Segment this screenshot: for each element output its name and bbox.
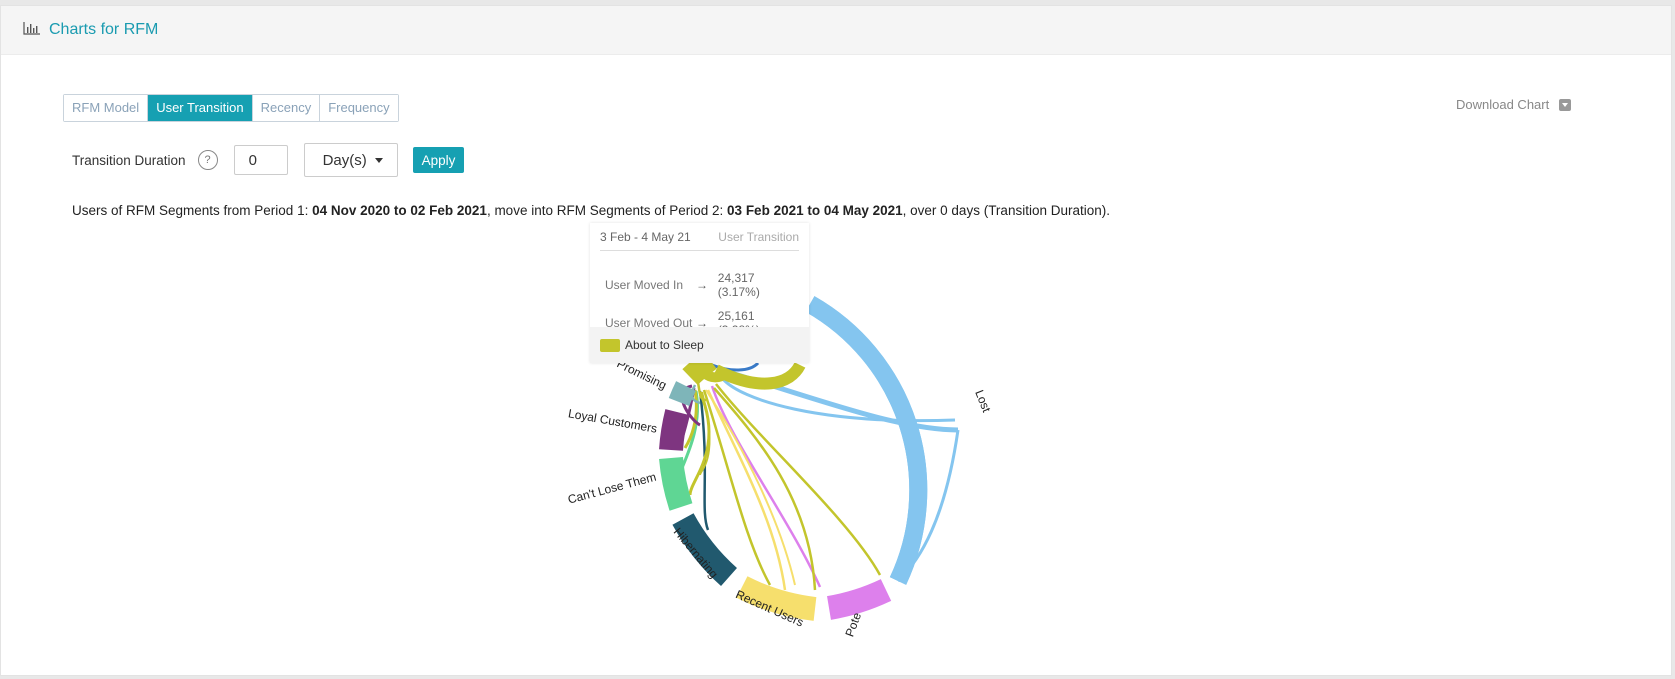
tooltip-moved-out-row: User Moved Out → 25,161 (3.28%) bbox=[605, 309, 799, 337]
arc-recent-users bbox=[736, 576, 817, 621]
apply-button[interactable]: Apply bbox=[412, 147, 465, 173]
bar-chart-icon bbox=[23, 21, 41, 40]
chord-ribbon bbox=[713, 361, 806, 390]
segment-arcs bbox=[659, 296, 928, 621]
description-prefix: Users of RFM Segments from Period 1: bbox=[72, 203, 313, 218]
chord-ribbon bbox=[711, 361, 760, 372]
chord-ribbon bbox=[713, 387, 817, 591]
tooltip-segment-name: About to Sleep bbox=[625, 338, 704, 352]
arc-loyal-customers bbox=[659, 409, 689, 452]
tab-frequency[interactable]: Frequency bbox=[320, 95, 398, 121]
segment-tooltip: 3 Feb - 4 May 21 User Transition User Mo… bbox=[590, 223, 809, 363]
chord-ribbon bbox=[702, 389, 772, 586]
tooltip-date: 3 Feb - 4 May 21 bbox=[600, 230, 691, 244]
arc-cant-lose-them bbox=[659, 456, 693, 511]
chord-ribbon bbox=[710, 385, 822, 588]
tooltip-moved-in-row: User Moved In → 24,317 (3.17%) bbox=[605, 271, 799, 299]
chord-ribbon bbox=[696, 381, 707, 402]
chord-ribbon bbox=[715, 383, 882, 576]
label-lost: Lost bbox=[972, 388, 994, 415]
moved-in-value: 24,317 (3.17%) bbox=[717, 271, 760, 299]
arc-lost bbox=[805, 296, 928, 585]
period1-range: 04 Nov 2020 to 02 Feb 2021 bbox=[312, 203, 487, 218]
transition-duration-label: Transition Duration bbox=[72, 152, 186, 168]
tooltip-header: 3 Feb - 4 May 21 User Transition bbox=[600, 230, 799, 251]
transition-duration-row: Transition Duration ? Day(s) Apply bbox=[72, 143, 465, 177]
arrow-right-icon: → bbox=[696, 316, 709, 330]
chord-ribbon bbox=[706, 389, 787, 591]
chevron-down-icon bbox=[374, 157, 383, 163]
label-cant-lose-them: Can't Lose Them bbox=[566, 470, 657, 507]
moved-out-label: User Moved Out bbox=[605, 316, 693, 330]
arrow-right-icon: → bbox=[696, 278, 709, 292]
duration-unit-value: Day(s) bbox=[322, 151, 367, 169]
tooltip-kind: User Transition bbox=[718, 230, 799, 244]
label-loyal-customers: Loyal Customers bbox=[567, 406, 658, 435]
duration-unit-select[interactable]: Day(s) bbox=[303, 143, 398, 177]
chord-ribbon bbox=[705, 389, 796, 586]
legend-swatch bbox=[600, 338, 620, 352]
page-title: Charts for RFM bbox=[49, 21, 159, 38]
transition-description: Users of RFM Segments from Period 1: 04 … bbox=[72, 203, 1110, 218]
card-header: Charts for RFM bbox=[1, 6, 1671, 55]
tab-user-transition[interactable]: User Transition bbox=[148, 95, 253, 121]
moved-in-label: User Moved In bbox=[605, 278, 684, 292]
download-icon bbox=[1559, 98, 1572, 111]
help-icon[interactable]: ? bbox=[197, 150, 218, 170]
chord-ribbon bbox=[688, 391, 711, 496]
chord-ribbon bbox=[683, 389, 698, 449]
tab-rfm-model[interactable]: RFM Model bbox=[64, 95, 149, 121]
duration-value-input[interactable] bbox=[233, 145, 288, 175]
download-chart-label: Download Chart bbox=[1456, 97, 1550, 112]
chord-ribbon bbox=[698, 390, 710, 531]
arc-pote bbox=[826, 579, 892, 620]
download-chart-button[interactable]: Download Chart bbox=[1456, 97, 1572, 112]
description-middle: , move into RFM Segments of Period 2: bbox=[486, 203, 728, 218]
arc-hibernating bbox=[672, 513, 738, 586]
arc-promising bbox=[668, 381, 696, 407]
tooltip-legend: About to Sleep bbox=[590, 327, 809, 363]
tab-recency[interactable]: Recency bbox=[252, 95, 321, 121]
period2-range: 03 Feb 2021 to 04 May 2021 bbox=[727, 203, 903, 218]
description-suffix: , over 0 days (Transition Duration). bbox=[902, 203, 1110, 218]
chart-tabs: RFM Model User Transition Recency Freque… bbox=[63, 94, 399, 122]
